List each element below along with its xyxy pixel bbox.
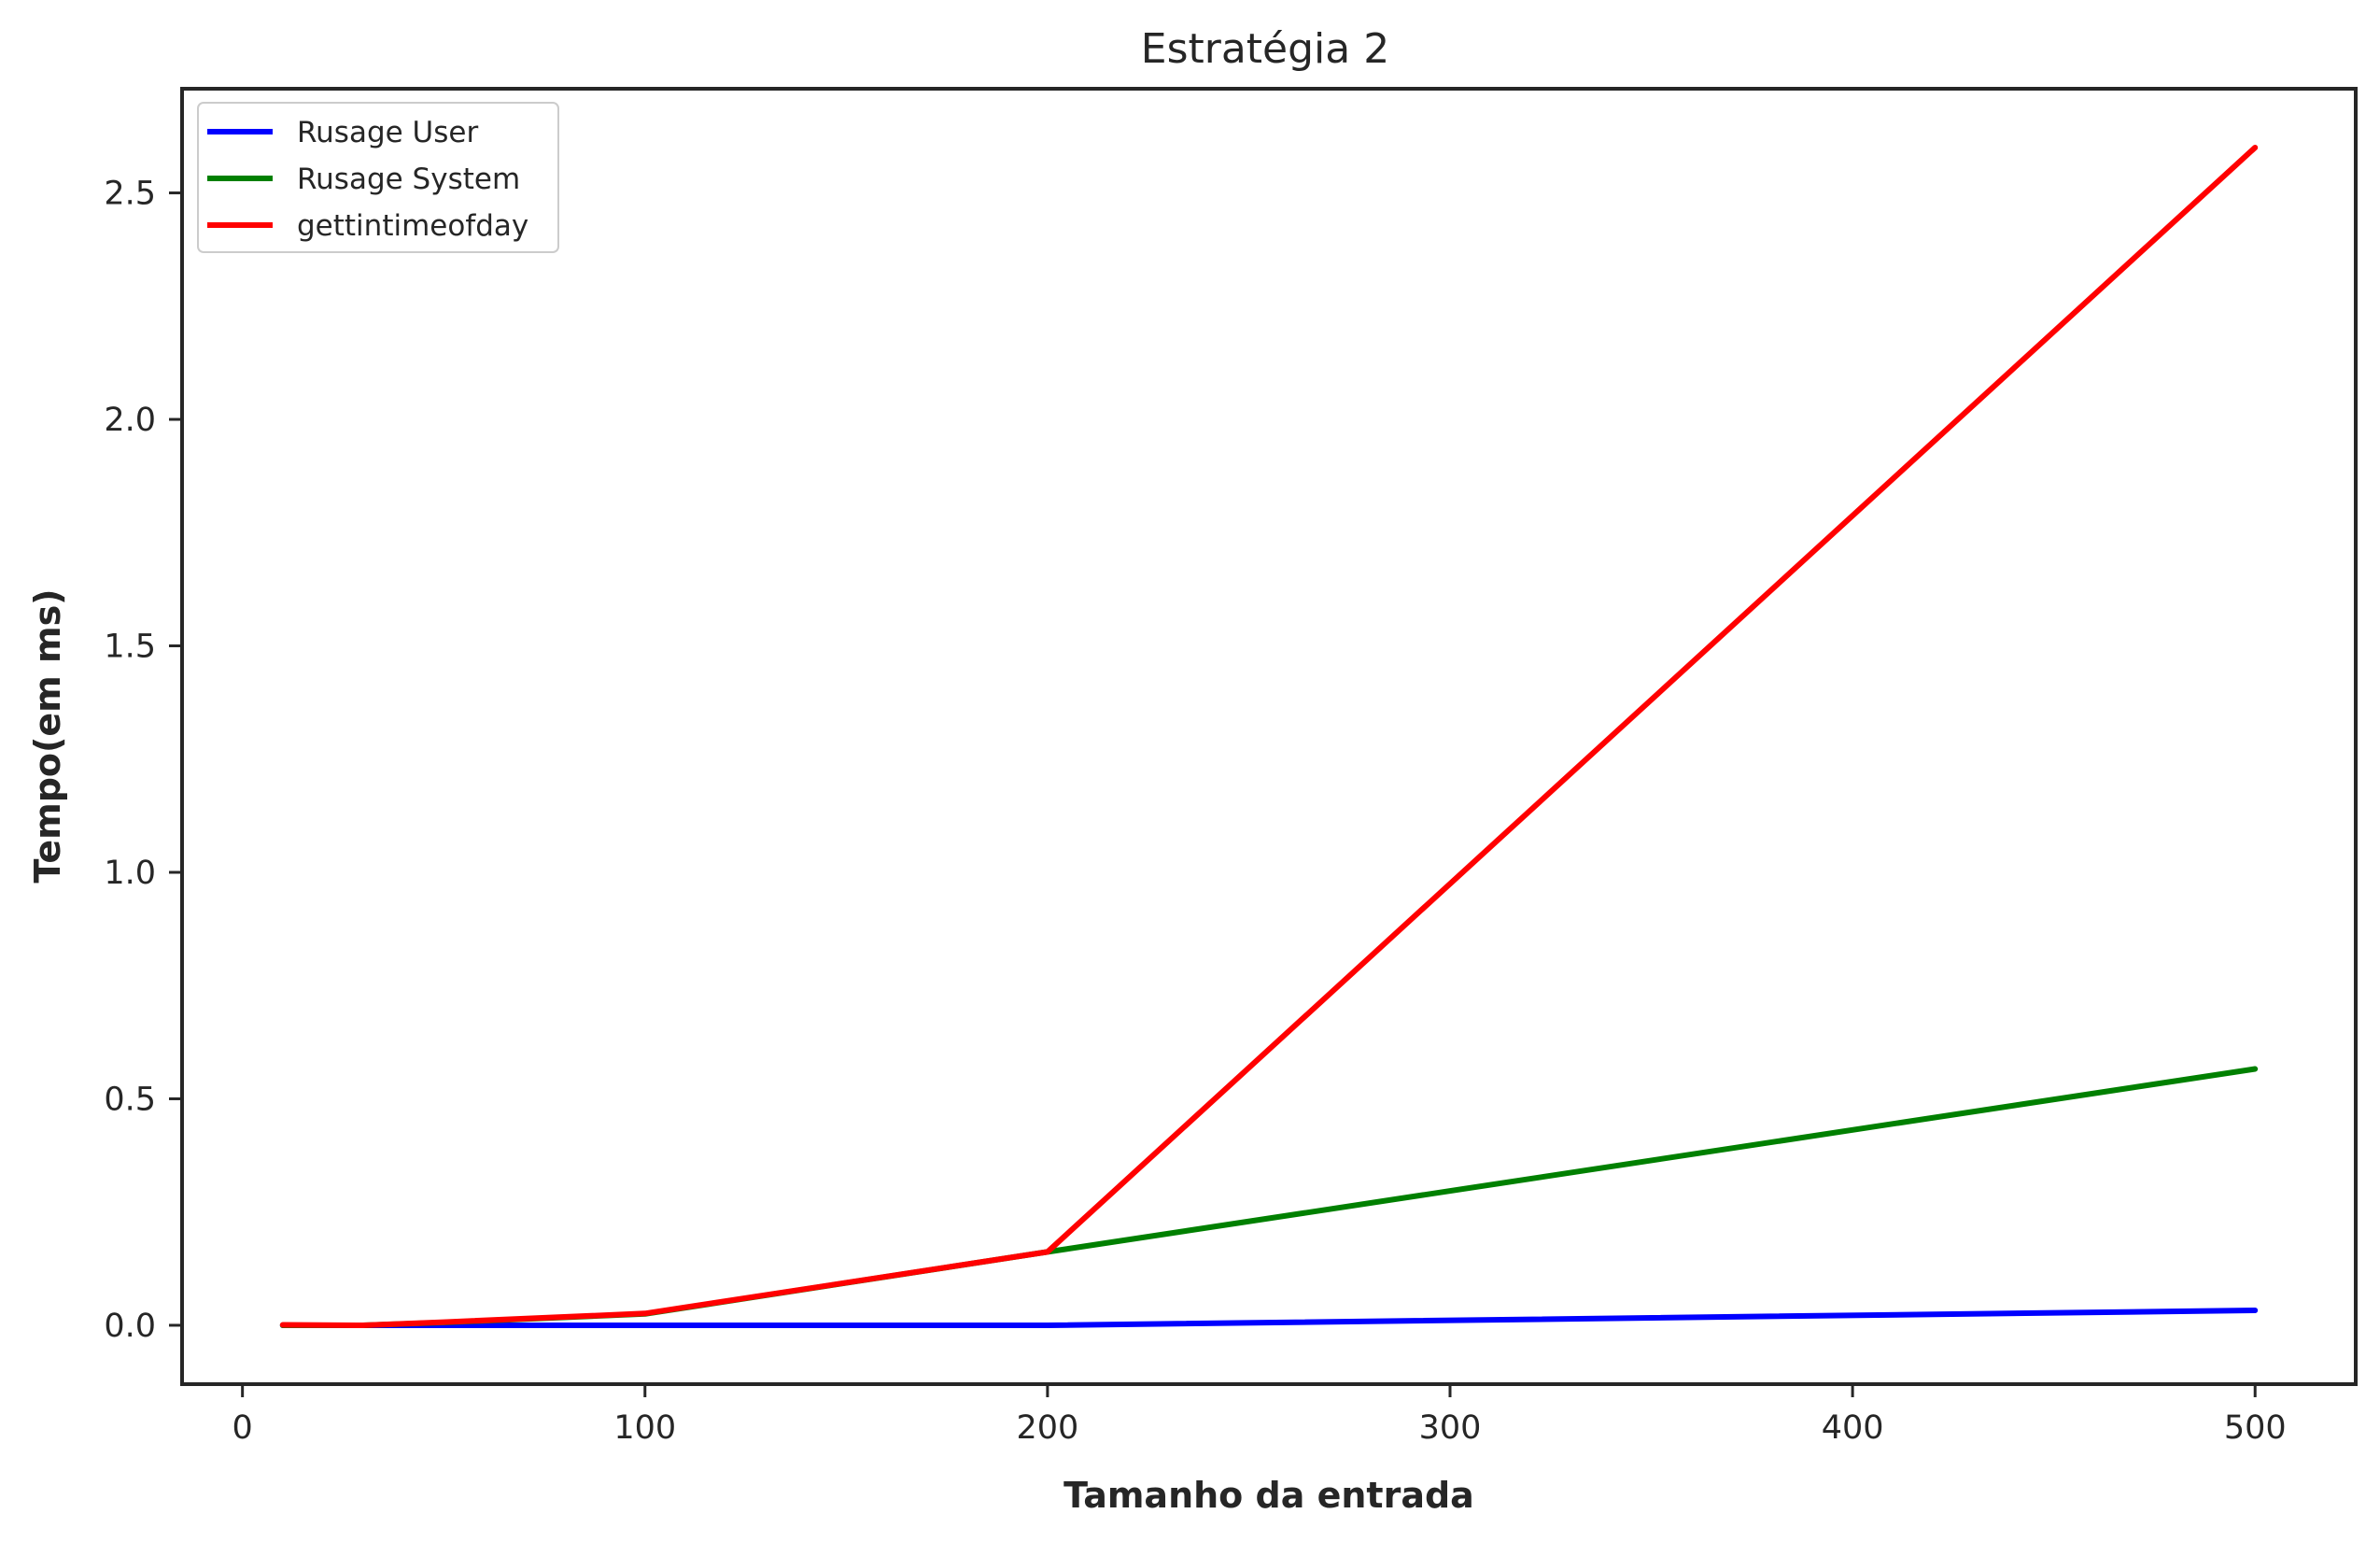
x-tick-label: 200 [1016,1409,1078,1447]
series-line-2 [279,145,2259,1328]
y-tick-label: 1.0 [104,855,156,892]
legend-label: Rusage User [297,116,478,149]
x-tick-label: 300 [1419,1409,1482,1447]
y-tick-label: 0.5 [104,1081,156,1118]
y-tick-label: 2.5 [104,176,156,213]
x-axis-label: Tamanho da entrada [1063,1475,1474,1516]
y-tick-label: 0.0 [104,1308,156,1345]
x-tick-label: 400 [1822,1409,1884,1447]
x-axis: 0 100 200 300 400 500 [232,1384,2287,1447]
legend: Rusage User Rusage System gettintimeofday [197,102,559,253]
legend-label: Rusage System [297,163,520,196]
legend-label: gettintimeofday [297,209,528,243]
y-axis: 0.0 0.5 1.0 1.5 2.0 2.5 [104,176,182,1345]
x-tick-label: 0 [232,1409,253,1447]
chart-title: Estratégia 2 [1141,25,1389,73]
x-tick-label: 500 [2224,1409,2287,1447]
legend-box [197,102,559,253]
plot-frame [180,87,2358,1386]
y-tick-label: 1.5 [104,629,156,666]
x-tick-label: 100 [613,1409,676,1447]
series-line-1 [279,1066,2259,1328]
series-lines [279,145,2259,1328]
y-axis-label: Tempo(em ms) [27,588,68,883]
y-tick-label: 2.0 [104,402,156,439]
